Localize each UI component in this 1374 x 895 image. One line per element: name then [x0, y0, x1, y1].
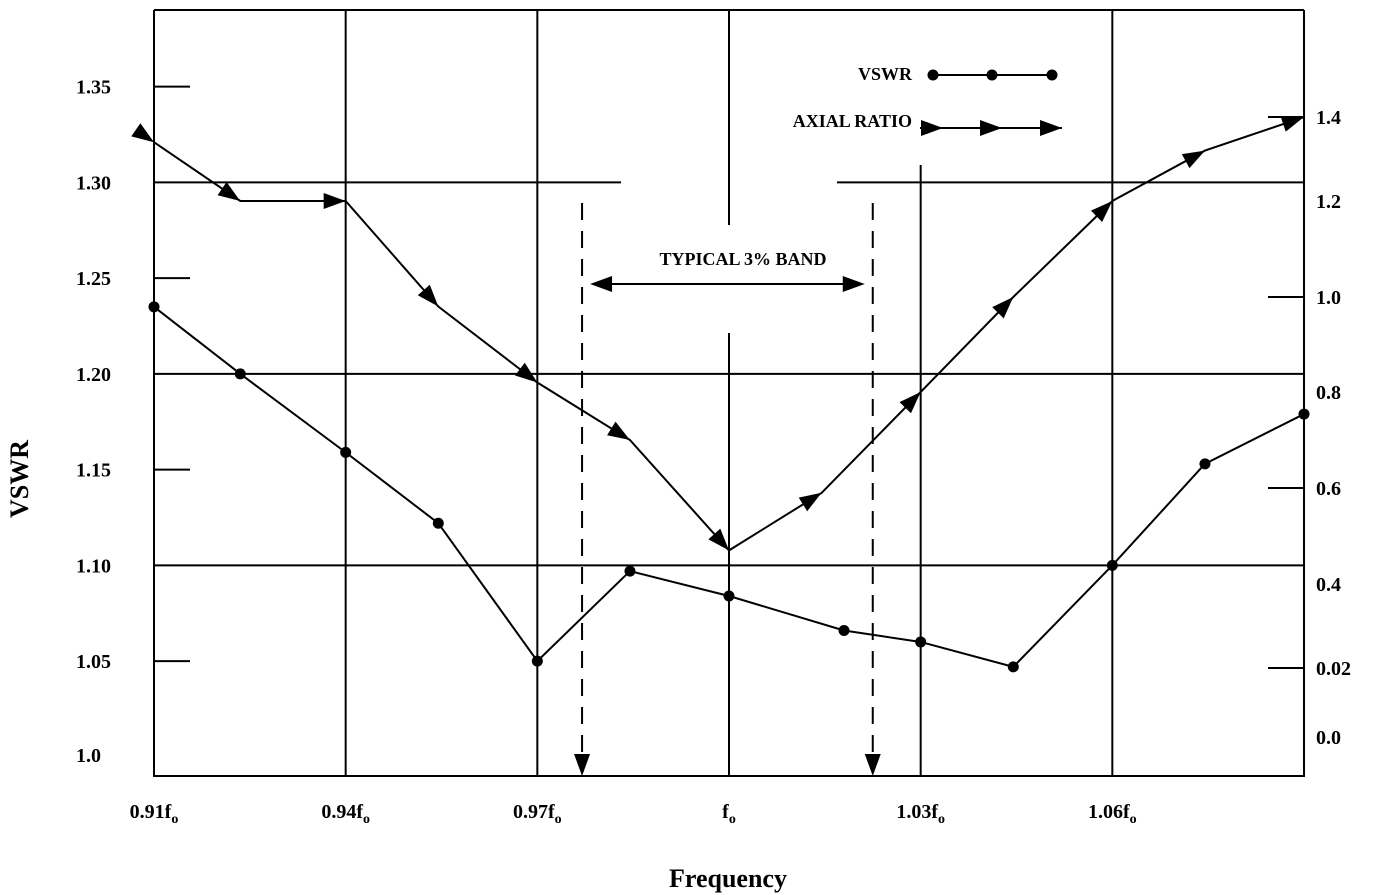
legend-label-axial-ratio: AXIAL RATIO: [793, 111, 912, 131]
axial-ratio-point: [1280, 116, 1304, 132]
axial-ratio-point: [323, 193, 346, 209]
vswr-point: [1199, 458, 1211, 470]
x-tick-label: 1.06fo: [1088, 801, 1137, 827]
x-tick-label: 0.97fo: [513, 801, 562, 827]
band-label: TYPICAL 3% BAND: [659, 249, 826, 269]
y-tick-label: 1.30: [76, 172, 111, 194]
axial-ratio-point: [217, 181, 241, 201]
band-down-arrow: [864, 754, 881, 776]
legend-marker-axial-ratio: [980, 120, 1002, 136]
vswr-point: [340, 446, 352, 458]
y2-tick-label: 0.0: [1316, 727, 1341, 749]
vswr-point: [624, 565, 636, 577]
legend: VSWR AXIAL RATIO: [793, 64, 1062, 136]
vswr-point: [432, 517, 444, 529]
vswr-point: [838, 624, 850, 636]
x-tick-label: 0.94fo: [321, 801, 370, 827]
legend-marker-axial-ratio: [921, 120, 943, 136]
y-tick-label: 1.35: [76, 77, 111, 99]
y2-tick-label: 1.2: [1316, 191, 1341, 213]
tick-labels: 1.0 1.05 1.10 1.15 1.20 1.25 1.30 1.35 0.0 0.02 0.…: [76, 77, 1351, 827]
x-tick-label: 0.91fo: [130, 801, 179, 827]
vswr-point: [723, 590, 735, 602]
legend-marker-vswr: [1046, 69, 1058, 81]
band-arrow-left: [590, 276, 613, 292]
y-tick-label: 1.15: [76, 460, 111, 482]
y2-tick-label: 1.0: [1316, 287, 1341, 309]
vswr-point: [234, 368, 246, 380]
y2-tick-label: 0.4: [1316, 574, 1341, 596]
y2-tick-label: 0.6: [1316, 478, 1341, 500]
axial-ratio-point: [708, 528, 729, 551]
vswr-point: [1106, 559, 1118, 571]
band-annotation: TYPICAL 3% BAND: [574, 203, 881, 776]
axial-ratio-point: [417, 284, 439, 307]
legend-label-vswr: VSWR: [858, 64, 913, 84]
axial-ratio-point: [607, 421, 630, 440]
y2-tick-label: 1.4: [1316, 107, 1341, 129]
y-tick-label: 1.0: [76, 745, 101, 767]
y2-tick-label: 0.02: [1316, 658, 1351, 680]
axial-ratio-point: [515, 362, 538, 383]
axial-ratio-point: [131, 123, 154, 143]
y-tick-label: 1.25: [76, 268, 111, 290]
axial-ratio-point: [798, 492, 822, 512]
axial-ratio-point: [1090, 201, 1113, 223]
vswr-point: [915, 636, 927, 648]
y-tick-label: 1.05: [76, 651, 111, 673]
band-arrow-right: [842, 276, 865, 292]
grid-layer: [153, 9, 1305, 777]
y-axis-title: VSWR: [5, 440, 34, 518]
y-tick-label: 1.20: [76, 364, 111, 386]
vswr-point: [1007, 661, 1019, 673]
legend-marker-vswr: [986, 69, 998, 81]
x-tick-label: fo: [722, 801, 736, 827]
vswr-point: [1298, 408, 1310, 420]
series-layer: [131, 116, 1310, 673]
x-axis-title: Frequency: [669, 864, 787, 893]
y-tick-label: 1.10: [76, 555, 111, 577]
x-tick-label: 1.03fo: [896, 801, 945, 827]
legend-marker-axial-ratio: [1040, 120, 1062, 136]
vswr-point: [531, 655, 543, 667]
vswr-point: [148, 301, 160, 313]
legend-marker-vswr: [927, 69, 939, 81]
axial-ratio-point: [899, 392, 921, 414]
band-down-arrow: [574, 754, 591, 776]
y2-tick-label: 0.8: [1316, 382, 1341, 404]
axial-ratio-point: [992, 297, 1014, 319]
axial-ratio-point: [1181, 150, 1205, 169]
